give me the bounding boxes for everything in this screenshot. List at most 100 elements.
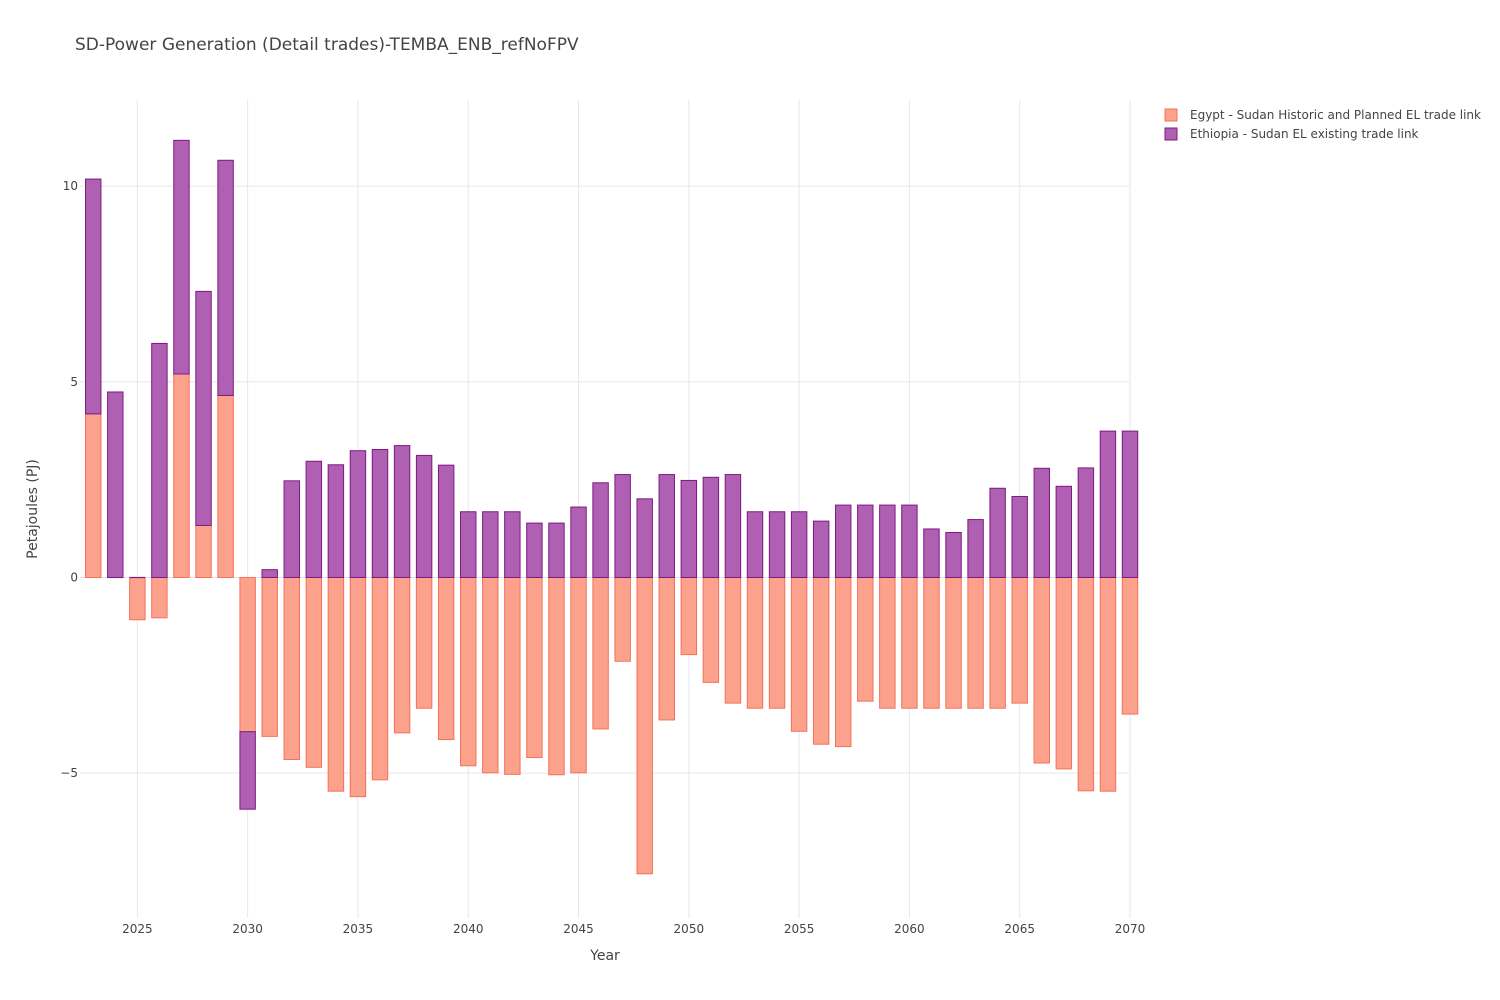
bar-series-1[interactable] xyxy=(702,476,720,578)
bar-series-0[interactable] xyxy=(526,576,543,759)
bar-series-0[interactable] xyxy=(1077,576,1095,792)
bar-series-1[interactable] xyxy=(1121,430,1139,578)
bar-series-0[interactable] xyxy=(1099,576,1117,792)
bar-series-0[interactable] xyxy=(812,576,830,745)
bar-series-1[interactable] xyxy=(283,480,300,578)
bar-series-1[interactable] xyxy=(327,464,345,578)
bar-series-0[interactable] xyxy=(239,576,256,733)
bar-series-1[interactable] xyxy=(812,520,830,578)
bar-series-1[interactable] xyxy=(680,479,698,578)
bar-series-0[interactable] xyxy=(1011,576,1028,704)
bar-series-0[interactable] xyxy=(437,576,455,741)
bar-series-0[interactable] xyxy=(614,576,631,662)
bar-series-1[interactable] xyxy=(482,511,499,578)
bar-series-1[interactable] xyxy=(989,487,1006,578)
bar-series-0[interactable] xyxy=(680,576,698,656)
bar-series-0[interactable] xyxy=(570,576,587,774)
bar-series-1[interactable] xyxy=(195,290,212,526)
bar-series-0[interactable] xyxy=(724,576,742,704)
bar-series-1[interactable] xyxy=(1099,430,1117,578)
bar-series-1[interactable] xyxy=(151,342,168,578)
bar-series-1[interactable] xyxy=(724,474,742,578)
bar-series-0[interactable] xyxy=(504,576,521,775)
bar-series-1[interactable] xyxy=(1011,495,1028,578)
bar-series-0[interactable] xyxy=(305,576,323,768)
bar-series-1[interactable] xyxy=(1055,485,1073,578)
bar-series-0[interactable] xyxy=(283,576,300,760)
bar-series-0[interactable] xyxy=(746,576,764,709)
bar-series-1[interactable] xyxy=(570,506,587,578)
bar-series-1[interactable] xyxy=(393,445,411,578)
legend-swatch[interactable] xyxy=(1164,127,1178,141)
bar-series-1[interactable] xyxy=(945,531,962,578)
bar-series-1[interactable] xyxy=(85,178,102,415)
bar-series-0[interactable] xyxy=(217,394,234,578)
bar-series-0[interactable] xyxy=(261,576,278,737)
bar-series-1[interactable] xyxy=(305,460,323,578)
legend-swatch[interactable] xyxy=(1164,108,1178,122)
bar-series-0[interactable] xyxy=(85,413,102,578)
bar-series-0[interactable] xyxy=(923,576,940,709)
bar-series-0[interactable] xyxy=(129,576,146,621)
x-tick-label: 2070 xyxy=(1115,922,1146,936)
bar-series-0[interactable] xyxy=(636,576,653,875)
bar-series-1[interactable] xyxy=(349,450,367,578)
bar-series-0[interactable] xyxy=(482,576,499,774)
legend-label[interactable]: Ethiopia - Sudan EL existing trade link xyxy=(1190,127,1419,141)
legend[interactable]: Egypt - Sudan Historic and Planned EL tr… xyxy=(1164,108,1481,141)
bar-series-1[interactable] xyxy=(923,528,940,578)
bar-series-1[interactable] xyxy=(967,519,984,578)
bar-series-0[interactable] xyxy=(349,576,367,798)
bar-series-0[interactable] xyxy=(967,576,984,709)
bar-series-1[interactable] xyxy=(901,504,918,578)
legend-label[interactable]: Egypt - Sudan Historic and Planned EL tr… xyxy=(1190,108,1481,122)
bar-series-0[interactable] xyxy=(1121,576,1139,715)
bar-series-1[interactable] xyxy=(107,391,124,578)
bar-series-0[interactable] xyxy=(460,576,477,767)
bar-series-0[interactable] xyxy=(790,576,808,732)
bar-series-1[interactable] xyxy=(526,522,543,578)
bar-series-0[interactable] xyxy=(879,576,896,709)
bar-series-0[interactable] xyxy=(989,576,1006,709)
bar-series-0[interactable] xyxy=(415,576,433,709)
bar-series-0[interactable] xyxy=(592,576,609,730)
bar-series-1[interactable] xyxy=(768,511,786,578)
bar-series-1[interactable] xyxy=(239,731,256,810)
bar-series-1[interactable] xyxy=(790,511,808,578)
bar-series-0[interactable] xyxy=(151,576,168,619)
bar-series-1[interactable] xyxy=(261,569,278,578)
bar-series-1[interactable] xyxy=(746,511,764,578)
bar-series-0[interactable] xyxy=(327,576,345,792)
bar-series-1[interactable] xyxy=(217,159,234,396)
bar-series-1[interactable] xyxy=(504,511,521,578)
bar-series-1[interactable] xyxy=(879,504,896,578)
bar-series-1[interactable] xyxy=(415,454,433,578)
bar-series-0[interactable] xyxy=(195,524,212,578)
bar-series-0[interactable] xyxy=(857,576,874,702)
bar-series-1[interactable] xyxy=(548,522,565,578)
bar-series-1[interactable] xyxy=(437,464,455,578)
bar-series-0[interactable] xyxy=(901,576,918,709)
bar-series-0[interactable] xyxy=(173,373,190,578)
bar-series-0[interactable] xyxy=(768,576,786,709)
bar-series-0[interactable] xyxy=(945,576,962,709)
bar-series-1[interactable] xyxy=(636,498,653,578)
bar-series-1[interactable] xyxy=(857,504,874,578)
bar-series-1[interactable] xyxy=(173,139,190,375)
bar-series-0[interactable] xyxy=(371,576,389,781)
bar-series-0[interactable] xyxy=(1055,576,1073,770)
bar-series-1[interactable] xyxy=(592,482,609,578)
bar-series-0[interactable] xyxy=(835,576,852,748)
bar-series-0[interactable] xyxy=(1033,576,1050,764)
bar-series-1[interactable] xyxy=(371,449,389,578)
bar-series-1[interactable] xyxy=(614,474,631,578)
bar-series-0[interactable] xyxy=(658,576,675,721)
bar-series-1[interactable] xyxy=(1033,467,1050,578)
bar-series-0[interactable] xyxy=(393,576,411,734)
bar-series-1[interactable] xyxy=(1077,467,1095,578)
bar-series-0[interactable] xyxy=(702,576,720,683)
bar-series-1[interactable] xyxy=(835,504,852,578)
bar-series-1[interactable] xyxy=(658,474,675,578)
bar-series-1[interactable] xyxy=(460,511,477,578)
bar-series-0[interactable] xyxy=(548,576,565,776)
